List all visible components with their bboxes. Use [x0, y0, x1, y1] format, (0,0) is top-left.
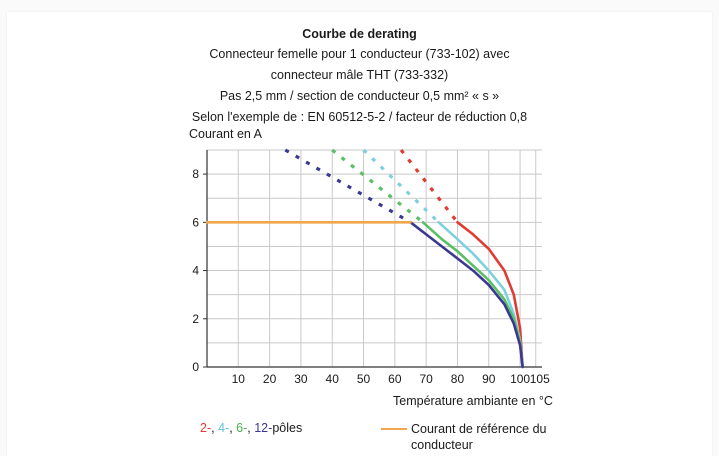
- legend-poles: 2-, 4-, 6-, 12-pôles: [200, 421, 302, 435]
- legend-poles-6: 6-: [236, 421, 248, 435]
- legend-poles-2: 2-: [200, 421, 212, 435]
- series-4-dashed-line: [362, 148, 440, 224]
- y-tick-label: 6: [192, 215, 199, 229]
- x-axis-label: Température ambiante en °C: [393, 394, 553, 408]
- legend-reference-swatch: [381, 428, 407, 430]
- legend-reference-label: Courant de référence du conducteur: [411, 422, 547, 452]
- legend-sep-3: ,: [247, 421, 255, 435]
- legend-sep-2: ,: [229, 421, 237, 435]
- y-tick-label: 0: [192, 360, 199, 374]
- x-tick-label: 50: [357, 372, 371, 386]
- x-tick-label: 100: [510, 372, 530, 386]
- x-tick-label: 10: [232, 372, 246, 386]
- chart-card: [7, 12, 712, 456]
- x-tick-label: 60: [388, 372, 402, 386]
- series-2-line: [456, 221, 524, 369]
- series-12-line: [409, 221, 524, 369]
- y-tick-label: 8: [192, 167, 199, 181]
- x-tick-label: 40: [326, 372, 340, 386]
- x-tick-label: 70: [419, 372, 433, 386]
- series-2-dashed-line: [399, 149, 459, 224]
- legend-sep-1: ,: [211, 421, 219, 435]
- series-6-dashed-line: [331, 148, 424, 224]
- legend-poles-12: 12-: [254, 421, 273, 435]
- x-tick-label: 30: [294, 372, 308, 386]
- chart-title: Courbe de derating: [302, 27, 417, 41]
- y-tick-label: 4: [192, 264, 199, 278]
- subtitle-line-3: Pas 2,5 mm / section de conducteur 0,5 m…: [219, 89, 500, 103]
- subtitle-line-2: connecteur mâle THT (733-332): [270, 68, 449, 82]
- subtitle-line-4: Selon l'exemple de : EN 60512-5-2 / fact…: [191, 110, 528, 124]
- subtitle-line-1: Connecteur femelle pour 1 conducteur (73…: [209, 47, 510, 61]
- legend-poles-4: 4-: [218, 421, 230, 435]
- x-tick-label: 80: [451, 372, 465, 386]
- x-tick-label: 20: [263, 372, 277, 386]
- y-axis-label: Courant en A: [189, 127, 262, 141]
- x-tick-label: 105: [530, 372, 550, 386]
- legend-poles-suffix: pôles: [272, 421, 303, 435]
- x-tick-label: 90: [482, 372, 496, 386]
- y-tick-label: 2: [192, 312, 199, 326]
- series-12-dashed-line: [284, 148, 412, 224]
